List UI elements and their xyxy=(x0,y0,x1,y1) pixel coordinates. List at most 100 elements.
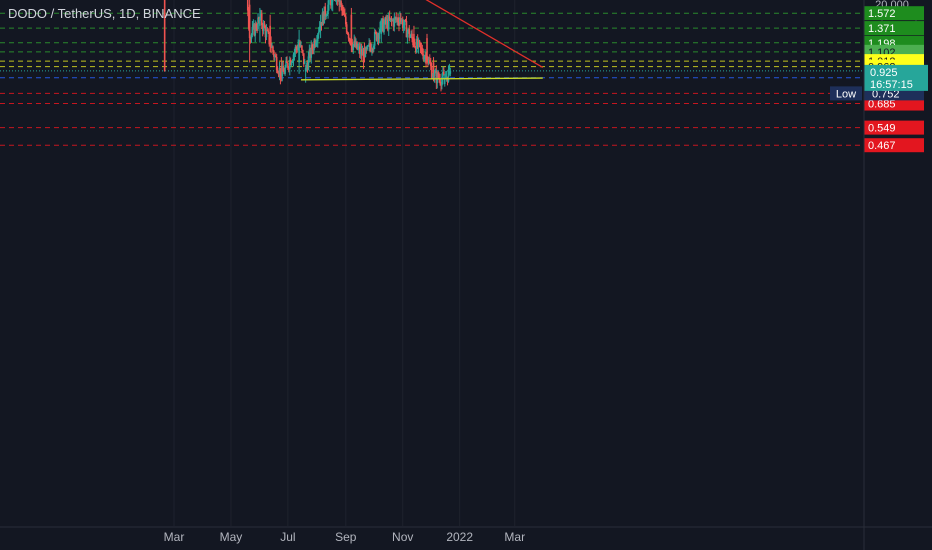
time-tick-label: May xyxy=(220,530,243,544)
candle-body xyxy=(311,44,313,50)
candle-body xyxy=(293,52,296,55)
candle-body xyxy=(285,60,287,68)
candle-body xyxy=(266,29,269,31)
candle-body xyxy=(424,54,426,57)
candle-body xyxy=(369,43,371,48)
candle-body xyxy=(347,34,350,39)
candle-body xyxy=(341,5,343,11)
candle-body xyxy=(249,38,252,40)
candle-body xyxy=(415,38,418,53)
candle-body xyxy=(411,33,413,39)
candle-body xyxy=(264,27,267,38)
candle-body xyxy=(353,40,355,45)
candle-body xyxy=(425,54,427,64)
candle-body xyxy=(418,40,421,43)
candle-body xyxy=(315,42,317,46)
candle-body xyxy=(396,18,398,20)
candle-body xyxy=(443,78,446,84)
candle-body xyxy=(380,25,383,34)
candle-body xyxy=(276,70,279,73)
candle-body xyxy=(294,47,297,53)
candle-body xyxy=(437,72,440,78)
candle-body xyxy=(428,60,430,64)
candle-body xyxy=(358,46,361,55)
candle-body xyxy=(399,18,401,22)
time-tick-label: Jul xyxy=(280,530,295,544)
candle-body xyxy=(289,59,292,65)
candle-body xyxy=(291,61,294,63)
candle-body xyxy=(365,48,368,50)
low-value: 0.752 xyxy=(872,88,900,100)
candle-body xyxy=(320,21,323,26)
candle-body xyxy=(357,47,359,50)
candle-body xyxy=(308,49,311,57)
candle-body xyxy=(327,4,329,15)
current-price-value: 0.925 xyxy=(870,67,898,79)
price-axis[interactable]: 20.000USDT12.0009.0007.0005.5003.00015.7… xyxy=(830,0,932,528)
candle-body xyxy=(268,32,271,45)
candle-body xyxy=(325,15,327,17)
candle-body xyxy=(394,17,397,19)
candle-body xyxy=(374,32,377,34)
grid-lines xyxy=(173,0,516,526)
candle-body xyxy=(413,33,415,43)
low-tag xyxy=(830,86,862,101)
candle-body xyxy=(296,48,299,50)
candle-body xyxy=(330,0,333,6)
candle-body xyxy=(271,46,273,48)
candle-body xyxy=(288,59,291,70)
candle-body xyxy=(292,54,295,62)
candle-body xyxy=(254,23,257,36)
candle-body xyxy=(387,16,390,30)
candle-body xyxy=(370,47,372,52)
candle-body xyxy=(402,25,405,29)
support-trendline[interactable] xyxy=(300,77,543,81)
price-level-label: 1.371 xyxy=(868,23,896,35)
candle-body xyxy=(279,68,282,79)
candle-body xyxy=(436,72,439,84)
candle-body xyxy=(298,42,300,63)
candle-body xyxy=(395,17,397,20)
candle-body xyxy=(407,29,410,32)
candle-body xyxy=(433,72,436,77)
candle-body xyxy=(432,62,435,77)
candle-body xyxy=(412,38,414,46)
time-tick-label: Mar xyxy=(504,530,525,544)
candle-body xyxy=(340,1,342,6)
candle-body xyxy=(326,14,328,16)
candle-body xyxy=(302,50,304,54)
descending-trendline[interactable] xyxy=(215,0,544,68)
candle-body xyxy=(286,60,288,63)
candle-body xyxy=(403,20,406,26)
candle-body xyxy=(408,29,411,38)
candle-body xyxy=(377,34,380,39)
low-tag-label: Low xyxy=(836,88,856,100)
candle-body xyxy=(430,66,433,79)
candle-body xyxy=(339,1,341,5)
candle-body xyxy=(259,18,261,26)
candle-body xyxy=(324,6,327,17)
candle-body xyxy=(282,67,285,72)
candle-body xyxy=(401,19,404,29)
candle-body xyxy=(391,20,394,22)
candle-body xyxy=(382,18,384,32)
candle-body xyxy=(386,19,388,24)
candle-body xyxy=(274,55,277,58)
candle-body xyxy=(331,0,334,2)
candle-body xyxy=(364,48,367,58)
candle-body xyxy=(441,78,443,86)
candle-body xyxy=(409,36,412,38)
candle-body xyxy=(290,62,293,65)
candle-body xyxy=(250,34,253,39)
candle-body xyxy=(248,4,251,39)
candle-body xyxy=(447,69,450,82)
candle-body xyxy=(444,77,447,79)
candle-body xyxy=(299,42,301,47)
time-tick-label: Mar xyxy=(164,530,185,544)
candle-body xyxy=(300,45,302,47)
candle-body xyxy=(262,23,265,31)
candle-body xyxy=(431,77,434,79)
